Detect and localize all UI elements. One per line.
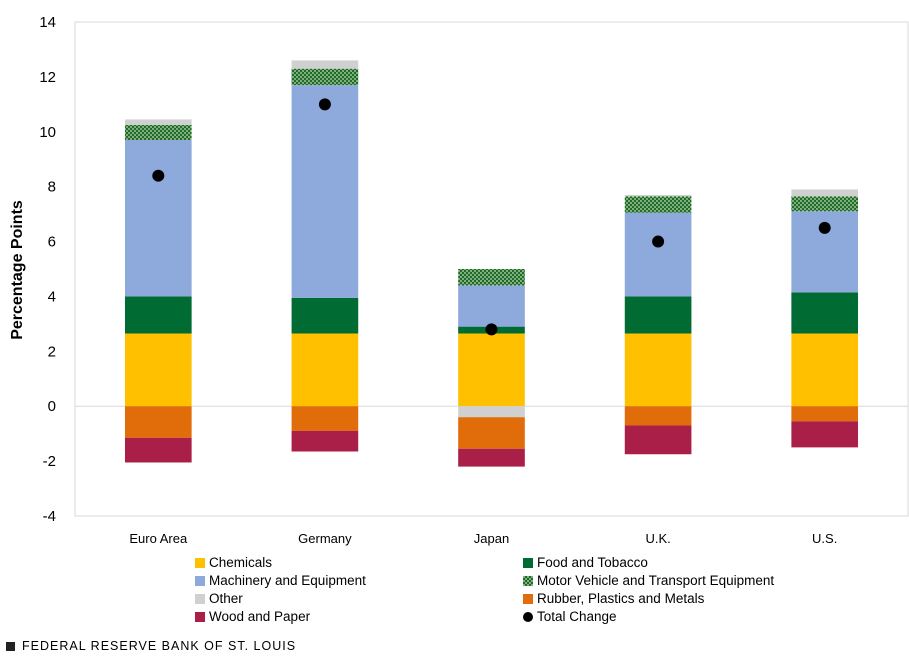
- fed-square-icon: [6, 641, 15, 651]
- bar-segment-chemicals-u-s-: [791, 333, 859, 407]
- legend-item-total-change: Total Change: [523, 608, 813, 625]
- total-change-point: [818, 221, 831, 234]
- y-tick-label: -2: [43, 453, 56, 470]
- bar-segment-other-u-k-: [624, 194, 692, 197]
- bar-segment-chemicals-u-k-: [624, 333, 692, 407]
- bar-segment-wood-and-paper-u-k-: [624, 425, 692, 455]
- legend-label: Other: [209, 591, 243, 606]
- y-tick-label: -4: [43, 508, 56, 525]
- y-tick-label: 12: [39, 69, 56, 86]
- total-change-point: [652, 235, 665, 248]
- legend-label: Wood and Paper: [209, 609, 311, 624]
- bar-segment-food-and-tobacco-u-s-: [791, 292, 859, 334]
- wood-paper-swatch-icon: [195, 611, 205, 622]
- x-tick-label: Germany: [298, 531, 352, 546]
- bar-segment-rubber-plastics-and-metals-germany: [291, 406, 359, 431]
- legend-item-motor-vehicle: Motor Vehicle and Transport Equipment: [523, 572, 813, 589]
- legend-item-food-tobacco: Food and Tobacco: [523, 554, 813, 571]
- legend-label: Food and Tobacco: [537, 555, 648, 570]
- total-change-point: [152, 169, 165, 182]
- machinery-swatch-icon: [195, 575, 205, 586]
- footer: FEDERAL RESERVE BANK OF ST. LOUIS: [6, 639, 296, 653]
- x-tick-label: U.S.: [812, 531, 837, 546]
- y-tick-label: 8: [48, 179, 56, 196]
- legend: Chemicals Food and Tobacco Machinery and…: [195, 554, 815, 625]
- bar-segment-wood-and-paper-japan: [458, 448, 525, 467]
- bar-segment-motor-vehicle-and-transport-equipment-euro-area: [124, 124, 192, 141]
- bar-segment-motor-vehicle-and-transport-equipment-japan: [458, 269, 525, 286]
- footer-text: FEDERAL RESERVE BANK OF ST. LOUIS: [22, 639, 297, 653]
- bar-segment-rubber-plastics-and-metals-japan: [458, 417, 525, 449]
- bar-segment-wood-and-paper-u-s-: [791, 421, 859, 448]
- total-change-point: [485, 323, 498, 336]
- chart: -4 -2 0 2 4 6 8 10 12 14 Euro Area Germany Japan U.K…: [9, 14, 909, 546]
- bar-segment-chemicals-euro-area: [124, 333, 192, 407]
- y-tick-label: 4: [48, 288, 56, 305]
- bar-segment-machinery-and-equipment-euro-area: [124, 140, 192, 297]
- rubber-swatch-icon: [523, 593, 533, 604]
- legend-item-rubber: Rubber, Plastics and Metals: [523, 590, 813, 607]
- motor-vehicle-swatch-icon: [523, 575, 533, 586]
- y-tick-label: 6: [48, 234, 56, 251]
- bar-segment-chemicals-japan: [458, 333, 525, 407]
- bar-segment-wood-and-paper-germany: [291, 430, 359, 452]
- y-axis-label: Percentage Points: [9, 200, 26, 340]
- bar-segment-motor-vehicle-and-transport-equipment-u-s-: [791, 196, 859, 212]
- y-tick-label: 14: [39, 14, 56, 31]
- legend-item-machinery: Machinery and Equipment: [195, 572, 523, 589]
- bar-segment-motor-vehicle-and-transport-equipment-u-k-: [624, 196, 692, 213]
- legend-item-chemicals: Chemicals: [195, 554, 523, 571]
- bar-segment-other-japan: [458, 406, 525, 418]
- y-tick-label: 10: [39, 124, 56, 141]
- legend-label: Rubber, Plastics and Metals: [537, 591, 705, 606]
- bar-segment-machinery-and-equipment-u-k-: [624, 212, 692, 297]
- legend-label: Motor Vehicle and Transport Equipment: [537, 573, 775, 588]
- x-tick-label: Euro Area: [129, 531, 188, 546]
- bar-segment-wood-and-paper-euro-area: [124, 437, 192, 463]
- bar-segment-machinery-and-equipment-germany: [291, 85, 359, 298]
- legend-label: Chemicals: [209, 555, 273, 570]
- bar-segment-other-euro-area: [124, 119, 192, 125]
- x-tick-label: U.K.: [645, 531, 670, 546]
- x-tick-label: Japan: [474, 531, 509, 546]
- bar-segment-rubber-plastics-and-metals-euro-area: [124, 406, 192, 438]
- bar-segment-rubber-plastics-and-metals-u-s-: [791, 406, 859, 422]
- legend-label: Total Change: [537, 609, 617, 624]
- total-change-point: [318, 98, 331, 111]
- bar-segment-other-germany: [291, 60, 359, 69]
- food-tobacco-swatch-icon: [523, 557, 533, 568]
- other-swatch-icon: [195, 593, 205, 604]
- bar-segment-food-and-tobacco-germany: [291, 297, 359, 334]
- bar-segment-food-and-tobacco-u-k-: [624, 296, 692, 334]
- bar-segment-food-and-tobacco-euro-area: [124, 296, 192, 334]
- bar-segment-motor-vehicle-and-transport-equipment-germany: [291, 68, 359, 86]
- y-tick-label: 2: [48, 343, 56, 360]
- bar-segment-chemicals-germany: [291, 333, 359, 407]
- bar-segment-other-u-s-: [791, 189, 859, 197]
- chemicals-swatch-icon: [195, 557, 205, 568]
- bar-segment-rubber-plastics-and-metals-u-k-: [624, 406, 692, 426]
- total-change-marker-icon: [523, 611, 533, 622]
- legend-label: Machinery and Equipment: [209, 573, 366, 588]
- legend-item-wood-paper: Wood and Paper: [195, 608, 523, 625]
- legend-item-other: Other: [195, 590, 523, 607]
- y-tick-label: 0: [48, 398, 56, 415]
- bar-segment-machinery-and-equipment-japan: [458, 285, 525, 327]
